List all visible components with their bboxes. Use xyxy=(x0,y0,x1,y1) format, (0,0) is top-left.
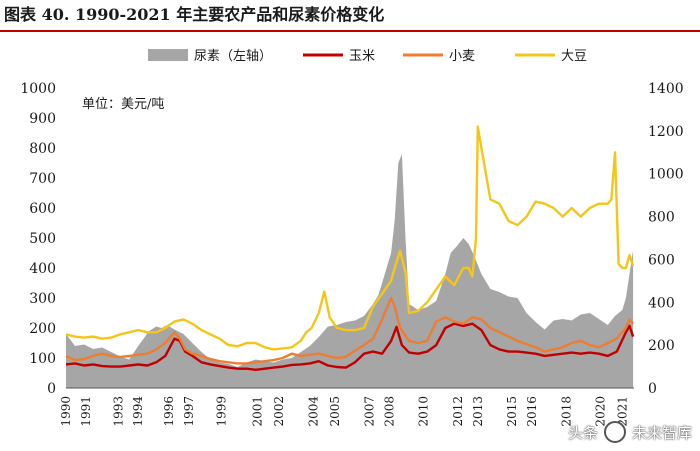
y-right-tick-label: 1200 xyxy=(648,124,684,140)
watermark-source: 头条 xyxy=(567,423,598,442)
x-tick-label: 1990 xyxy=(59,396,73,427)
legend-label-soy: 大豆 xyxy=(561,49,587,64)
y-left-tick-label: 800 xyxy=(29,141,56,157)
series-line-corn xyxy=(65,322,635,371)
y-left-tick-label: 900 xyxy=(29,111,56,127)
plot-area xyxy=(65,125,635,388)
y-right-tick-label: 600 xyxy=(648,252,675,268)
x-tick-label: 2002 xyxy=(272,396,286,427)
y-right-tick-label: 1400 xyxy=(648,81,684,97)
x-tick-label: 1991 xyxy=(79,396,93,427)
x-tick-label: 2010 xyxy=(417,396,431,427)
y-left-tick-label: 0 xyxy=(47,381,56,397)
x-tick-label: 2008 xyxy=(382,396,396,427)
legend: 尿素（左轴） 玉米 小麦 大豆 xyxy=(148,49,587,64)
y-right-tick-label: 200 xyxy=(648,338,675,354)
left-axis: 0 100 200 300 400 500 600 700 800 900 1000 xyxy=(20,81,56,397)
x-tick-label: 2012 xyxy=(451,396,465,427)
x-tick-label: 2001 xyxy=(250,396,264,427)
y-left-tick-label: 700 xyxy=(29,171,56,187)
unit-note: 单位：美元/吨 xyxy=(82,97,164,112)
x-tick-label: 2007 xyxy=(362,396,376,427)
y-right-tick-label: 1000 xyxy=(648,167,684,183)
x-tick-label: 1997 xyxy=(182,396,196,427)
x-tick-label: 1993 xyxy=(111,396,125,427)
legend-swatch-urea xyxy=(148,49,188,61)
x-tick-label: 2005 xyxy=(328,396,342,427)
watermark: 头条 未来智库 xyxy=(568,419,692,445)
x-tick-label: 2020 xyxy=(594,396,608,427)
y-right-tick-label: 800 xyxy=(648,210,675,226)
x-tick-label: 2015 xyxy=(505,396,519,427)
right-axis: 0 200 400 600 800 1000 1200 1400 xyxy=(648,81,684,397)
y-left-tick-label: 1000 xyxy=(20,81,56,97)
x-tick-label: 2004 xyxy=(306,396,320,427)
y-left-tick-label: 100 xyxy=(29,351,56,367)
y-left-tick-label: 400 xyxy=(29,261,56,277)
y-left-tick-label: 300 xyxy=(29,291,56,307)
x-tick-label: 1994 xyxy=(131,396,145,427)
chart-title: 图表 40. 1990-2021 年主要农产品和尿素价格变化 xyxy=(4,5,385,24)
legend-label-wheat: 小麦 xyxy=(449,49,475,64)
x-tick-label: 2016 xyxy=(525,396,539,427)
title-underline xyxy=(0,30,700,32)
y-left-tick-label: 200 xyxy=(29,321,56,337)
y-right-tick-label: 0 xyxy=(648,381,657,397)
series-line-wheat xyxy=(65,296,635,365)
x-axis: 1990 1991 1993 1994 1996 1997 1999 2001 2002 2004… xyxy=(59,387,634,427)
x-tick-label: 1996 xyxy=(162,396,176,427)
y-right-tick-label: 400 xyxy=(648,295,675,311)
y-left-tick-label: 500 xyxy=(29,231,56,247)
x-tick-label: 2013 xyxy=(471,396,485,427)
x-tick-label: 2021 xyxy=(615,396,629,427)
x-tick-label: 2018 xyxy=(559,396,573,427)
x-tick-label: 1999 xyxy=(214,396,228,427)
watermark-brand: 未来智库 xyxy=(631,423,692,442)
wechat-logo-icon xyxy=(603,421,626,443)
legend-label-corn: 玉米 xyxy=(349,49,375,64)
legend-label-urea: 尿素（左轴） xyxy=(194,49,272,64)
series-line-soy xyxy=(65,125,635,351)
y-left-tick-label: 600 xyxy=(29,201,56,217)
